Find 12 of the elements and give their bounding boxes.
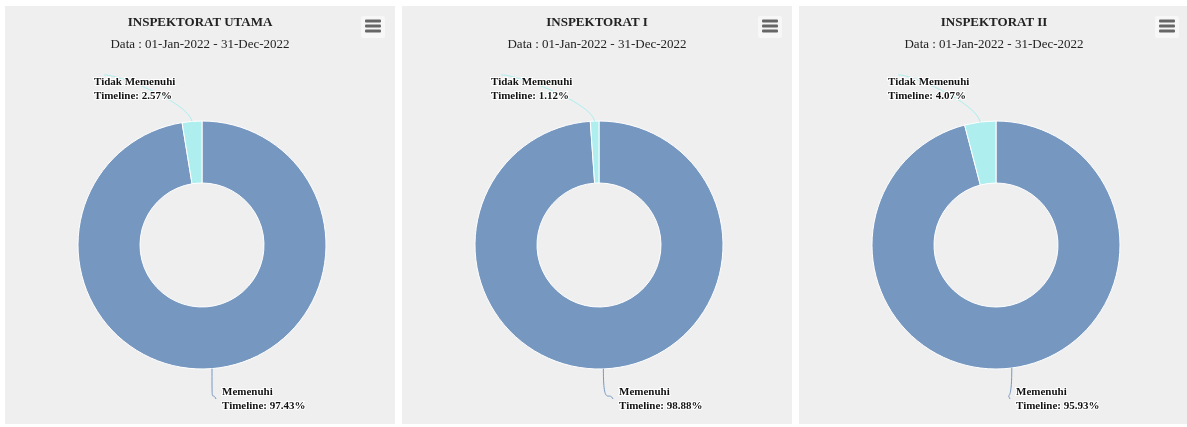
slice-label: Memenuhi Timeline: 98.88% <box>619 385 703 411</box>
chart-subtitle: Data : 01-Jan-2022 - 31-Dec-2022 <box>904 36 1084 51</box>
slice-label: Tidak Memenuhi Timeline: 2.57% <box>94 75 176 101</box>
chart-title: INSPEKTORAT UTAMA <box>127 14 273 29</box>
slice-label: Memenuhi Timeline: 97.43% <box>222 385 306 411</box>
chart-title: INSPEKTORAT II <box>940 14 1048 29</box>
chart-subtitle: Data : 01-Jan-2022 - 31-Dec-2022 <box>507 36 687 51</box>
slice-label: Tidak Memenuhi Timeline: 4.07% <box>888 75 970 101</box>
chart-title: INSPEKTORAT I <box>546 14 648 29</box>
slice-label: Memenuhi Timeline: 95.93% <box>1016 385 1100 411</box>
chart-subtitle: Data : 01-Jan-2022 - 31-Dec-2022 <box>110 36 290 51</box>
slice-label: Tidak Memenuhi Timeline: 1.12% <box>491 75 573 101</box>
